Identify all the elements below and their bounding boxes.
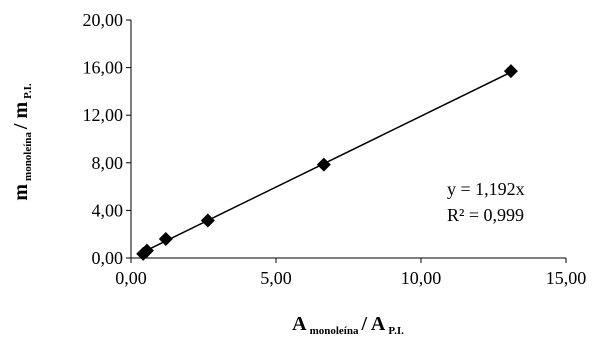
- data-point: [158, 231, 173, 246]
- data-points: [136, 64, 518, 261]
- y-tick-label: 4,00: [92, 200, 124, 220]
- data-point: [139, 243, 154, 258]
- data-point: [200, 213, 215, 228]
- x-tick-label: 5,00: [260, 268, 292, 288]
- r2-label: R² = 0,999: [447, 205, 524, 225]
- y-tick-label: 0,00: [92, 248, 124, 268]
- equation-label: y = 1,192x: [447, 179, 525, 199]
- data-point: [503, 64, 518, 79]
- x-tick-label: 10,00: [401, 268, 442, 288]
- data-point: [316, 157, 331, 172]
- y-axis-title: mmonoleína/ mP.I.: [10, 83, 34, 201]
- y-tick-label: 12,00: [83, 105, 124, 125]
- y-tick-label: 8,00: [92, 153, 124, 173]
- x-tick-label: 15,00: [546, 268, 587, 288]
- x-axis: 0,00 5,00 10,00 15,00: [115, 257, 587, 288]
- x-tick-label: 0,00: [115, 268, 147, 288]
- y-tick-label: 16,00: [83, 58, 124, 78]
- y-tick-label: 20,00: [83, 10, 124, 30]
- y-axis: 0,00 4,00 8,00 12,00 16,00 20,00: [83, 10, 132, 268]
